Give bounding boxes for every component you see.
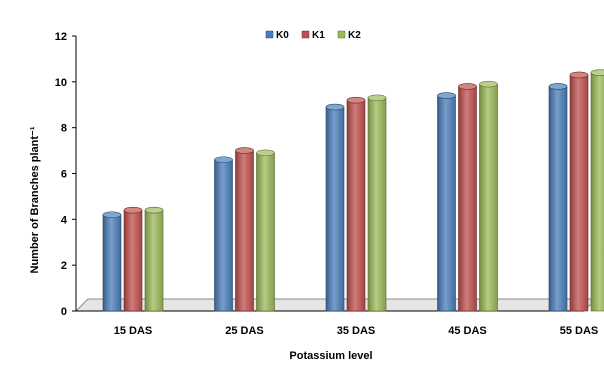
bar-k2-35-das [367, 97, 387, 312]
y-tick-label: 10 [55, 77, 67, 89]
bar-top-k2-15-das [144, 206, 164, 214]
legend-swatch-k0 [265, 30, 274, 39]
y-tick-label: 0 [61, 306, 67, 318]
bar-top-k2-55-das [590, 69, 604, 76]
x-tick-label: 15 DAS [114, 325, 153, 337]
legend-swatch-k2 [337, 30, 346, 39]
legend-swatch-k1 [301, 30, 310, 39]
y-axis-label: Number of Branches plant⁻¹ [29, 126, 41, 273]
bars-group [102, 69, 604, 312]
y-tick-label: 4 [61, 214, 68, 226]
bar-top-k2-35-das [367, 94, 387, 102]
x-tick-label: 35 DAS [337, 325, 376, 337]
bar-top-k2-45-das [479, 80, 498, 88]
labels-group: 0 2 4 6 8 10 12 15 DAS 25 DAS 35 DAS 45 DAS 55 DAS [55, 31, 599, 337]
bar-k2-45-das [479, 83, 498, 312]
bar-k2-25-das [256, 152, 275, 312]
bar-top-k1-55-das [569, 71, 589, 79]
bar-top-k0-25-das [214, 156, 233, 164]
x-tick-label: 45 DAS [448, 325, 487, 337]
legend-label-k1: K1 [312, 30, 325, 41]
bar-k1-45-das [458, 86, 477, 312]
legend-label-k2: K2 [348, 30, 361, 41]
bar-k1-25-das [235, 150, 254, 312]
bar-k0-15-das [102, 214, 122, 312]
bar-k0-35-das [325, 106, 345, 312]
bar-top-k0-55-das [548, 83, 568, 90]
bar-k0-25-das [214, 159, 233, 312]
bar-top-k2-25-das [256, 149, 275, 157]
bar-k1-15-das [123, 209, 143, 312]
bar-top-k1-45-das [458, 83, 477, 90]
bar-k2-55-das [590, 72, 604, 312]
legend: K0 K1 K2 [265, 30, 361, 41]
legend-label-k0: K0 [276, 30, 289, 41]
bar-top-k0-15-das [102, 211, 122, 219]
y-tick-label: 8 [61, 123, 67, 135]
y-tick-label: 2 [61, 260, 67, 272]
y-tick-label: 12 [55, 31, 67, 43]
bar-top-k1-35-das [346, 96, 366, 104]
bar-k2-15-das [144, 209, 164, 312]
bar-k1-35-das [346, 99, 366, 312]
x-tick-label: 25 DAS [225, 325, 264, 337]
y-tick-label: 6 [61, 169, 67, 181]
x-axis-label: Potassium level [289, 350, 372, 362]
bar-top-k1-15-das [123, 206, 143, 214]
bar-k1-55-das [569, 74, 589, 312]
bar-top-k0-45-das [437, 92, 456, 99]
bar-k0-55-das [548, 86, 568, 312]
bar-top-k1-25-das [235, 147, 254, 154]
bar-k0-45-das [437, 95, 456, 312]
x-tick-label: 55 DAS [560, 325, 599, 337]
bar-top-k0-35-das [325, 103, 345, 111]
